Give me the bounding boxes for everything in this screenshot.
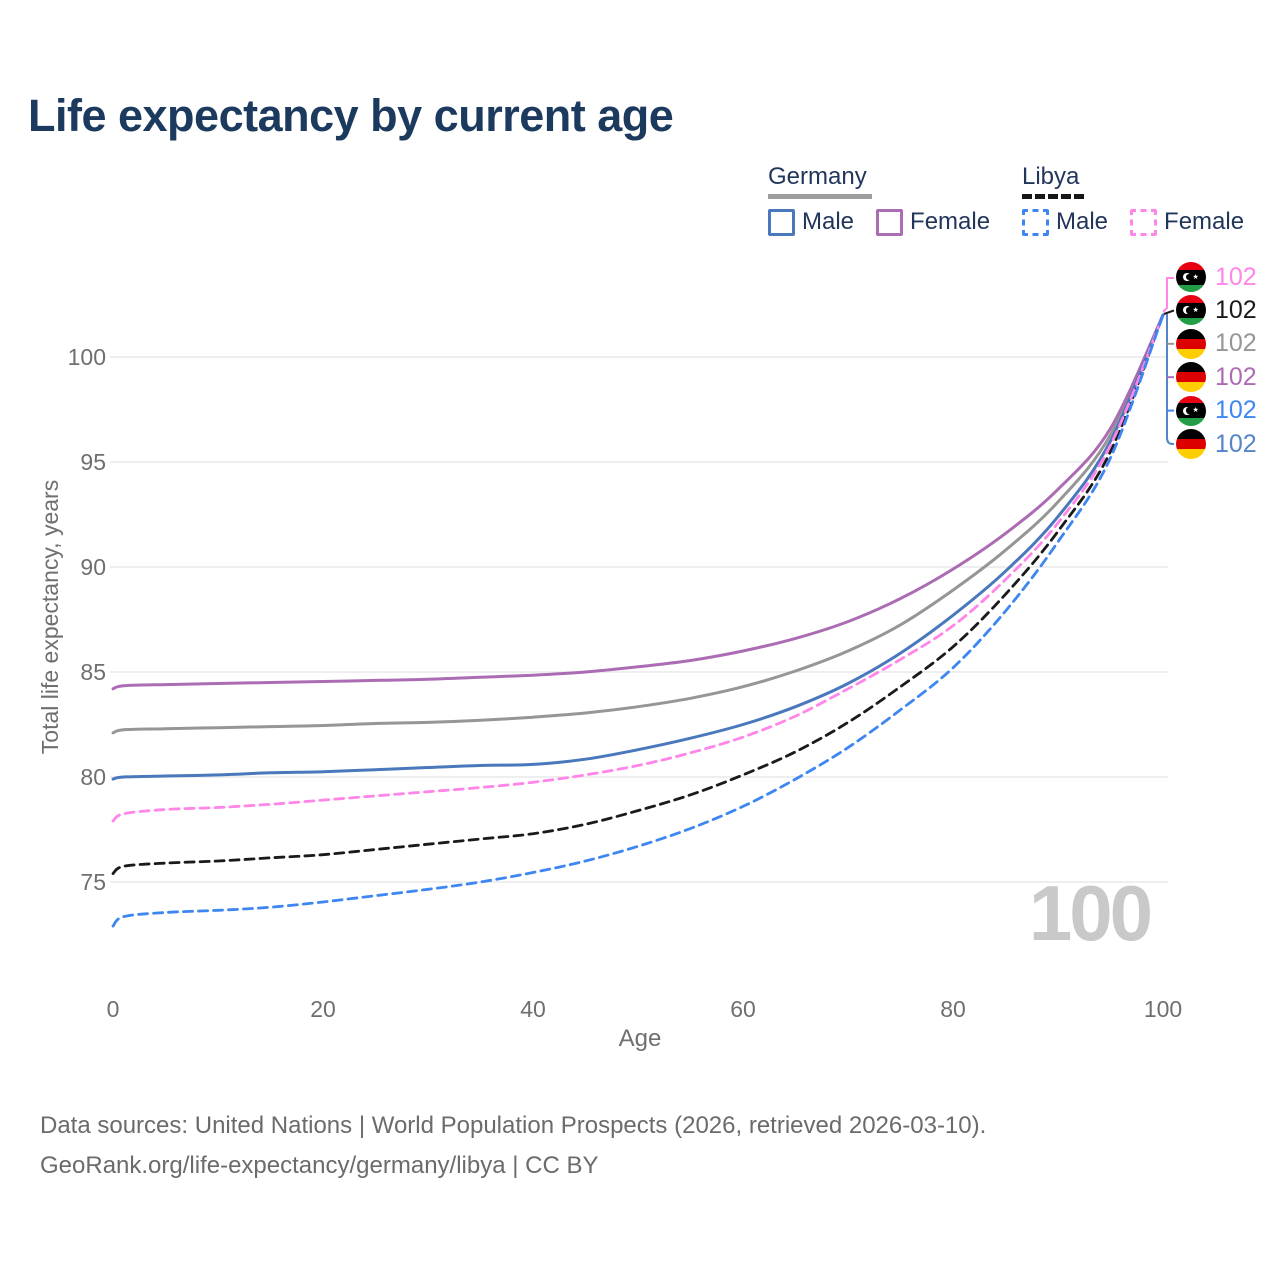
y-tick-label: 75 — [80, 869, 106, 895]
endpoint-label-row: ★ 102 — [1176, 262, 1257, 292]
series-line-libya-female[interactable] — [111, 313, 1165, 823]
legend-germany-female-label[interactable]: Female — [910, 208, 991, 235]
series-line-germany-total[interactable] — [111, 313, 1165, 735]
series-line-germany-female[interactable] — [111, 313, 1165, 691]
legend-libya-label[interactable]: Libya — [1022, 163, 1080, 190]
x-tick-label: 20 — [310, 996, 336, 1022]
x-tick-label: 0 — [106, 996, 120, 1022]
legend-libya-female-swatch[interactable] — [1130, 208, 1158, 236]
series-line-libya-male[interactable] — [111, 313, 1165, 928]
germany-line-style-sample — [768, 194, 872, 199]
libya-line-style-sample — [1022, 194, 1084, 199]
x-tick-label: 80 — [940, 996, 966, 1022]
endpoint-label-row: 102 — [1176, 362, 1257, 393]
y-tick-label: 80 — [80, 764, 106, 790]
x-tick-label: 60 — [730, 996, 756, 1022]
page-title: Life expectancy by current age — [28, 90, 674, 141]
y-tick-label: 100 — [67, 344, 106, 370]
endpoint-value: 102 — [1215, 396, 1257, 425]
germany-flag-icon — [1176, 362, 1206, 393]
legend-germany-label[interactable]: Germany — [768, 163, 867, 190]
y-tick-label: 90 — [80, 554, 106, 580]
libya-flag-icon: ★ — [1176, 295, 1206, 326]
leader-line — [1166, 314, 1174, 445]
legend-group-libya: Libya Male Female — [1022, 163, 1244, 236]
endpoint-label-row: ★ 102 — [1176, 395, 1257, 426]
legend-germany-male-swatch[interactable] — [768, 208, 795, 236]
legend-libya-male-swatch[interactable] — [1022, 208, 1049, 236]
endpoint-value: 102 — [1215, 362, 1257, 391]
libya-flag-icon: ★ — [1176, 395, 1206, 426]
endpoint-value: 102 — [1215, 329, 1257, 358]
libya-flag-icon: ★ — [1176, 262, 1206, 292]
x-tick-label: 40 — [520, 996, 546, 1022]
leader-line — [1162, 277, 1174, 313]
x-tick-label: 100 — [1143, 996, 1183, 1022]
legend-germany-male-label[interactable]: Male — [802, 208, 855, 235]
legend-group-germany: Germany Male Female — [768, 163, 990, 236]
endpoint-label-row: 102 — [1176, 429, 1257, 459]
germany-flag-icon — [1176, 429, 1206, 459]
attribution-line: GeoRank.org/life-expectancy/germany/liby… — [40, 1152, 599, 1179]
legend-germany-female-swatch[interactable] — [876, 208, 904, 236]
y-axis-title: Total life expectancy, years — [37, 479, 63, 755]
y-tick-label: 85 — [80, 659, 106, 685]
endpoint-label-row: ★ 102 — [1176, 295, 1257, 326]
age-watermark: 100 — [1028, 869, 1153, 957]
endpoint-value: 102 — [1215, 262, 1257, 291]
germany-flag-icon — [1176, 328, 1206, 359]
leader-line — [1163, 309, 1175, 315]
footer: Data sources: United Nations | World Pop… — [40, 1106, 986, 1186]
data-source-line: Data sources: United Nations | World Pop… — [40, 1112, 987, 1139]
endpoint-value: 102 — [1215, 295, 1257, 324]
legend-libya-female-label[interactable]: Female — [1164, 208, 1245, 235]
y-tick-label: 95 — [80, 449, 106, 475]
legend-libya-male-label[interactable]: Male — [1056, 208, 1109, 235]
endpoint-label-row: 102 — [1176, 328, 1257, 359]
series-line-libya-total[interactable] — [111, 313, 1165, 875]
x-axis-title: Age — [618, 1025, 662, 1052]
endpoint-value: 102 — [1215, 429, 1257, 458]
series-line-germany-male[interactable] — [111, 313, 1165, 781]
